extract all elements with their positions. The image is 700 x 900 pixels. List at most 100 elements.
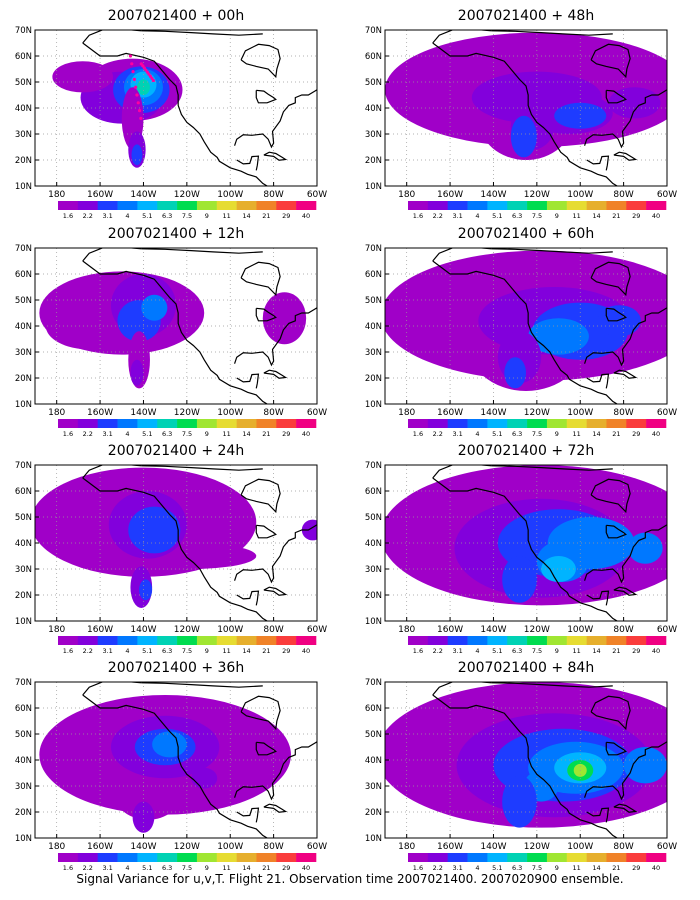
colorbar-label: 3.1 xyxy=(102,212,112,220)
lat-tick-label: 30N xyxy=(365,565,382,575)
colorbar-label: 29 xyxy=(282,430,290,438)
coastline xyxy=(432,694,618,838)
variance-contour xyxy=(608,87,661,119)
coastline xyxy=(255,741,277,756)
lat-tick-label: 40N xyxy=(365,756,382,766)
colorbar-label: 1.6 xyxy=(63,430,73,438)
colorbar-label: 40 xyxy=(302,647,310,655)
lon-tick-label: 120W xyxy=(174,625,200,635)
colorbar-swatch xyxy=(546,853,568,862)
colorbar-swatch xyxy=(97,201,118,210)
coastline xyxy=(613,369,638,379)
colorbar-swatch xyxy=(447,853,468,862)
colorbar-label: 1.6 xyxy=(63,647,73,655)
lat-tick-label: 30N xyxy=(365,348,382,358)
lon-tick-label: 120W xyxy=(174,190,200,200)
lat-tick-label: 20N xyxy=(15,591,32,601)
colorbar-swatch xyxy=(507,419,528,428)
colorbar-swatch xyxy=(216,853,237,862)
panel-title: 2007021400 + 60h xyxy=(458,226,594,242)
colorbar-label: 40 xyxy=(652,864,660,872)
lat-tick-label: 40N xyxy=(15,539,32,549)
lon-tick-label: 140W xyxy=(130,842,156,852)
lat-tick-label: 50N xyxy=(365,296,382,306)
colorbar-label: 2.2 xyxy=(83,430,93,438)
colorbar-swatch xyxy=(507,853,528,862)
dropsonde-point xyxy=(135,93,139,97)
colorbar-label: 6.3 xyxy=(512,212,522,220)
lat-tick-label: 30N xyxy=(15,348,32,358)
coastline xyxy=(491,248,613,254)
colorbar-swatch xyxy=(527,201,548,210)
lat-tick-label: 20N xyxy=(15,156,32,166)
colorbar-label: 21 xyxy=(612,430,620,438)
variance-field xyxy=(385,30,667,186)
map-panel: 2007021400 + 00h 10N 20N 30N 40N 50N 60N 70N 180… xyxy=(15,8,327,220)
lat-tick-label: 20N xyxy=(365,808,382,818)
colorbar-swatch xyxy=(97,636,118,645)
colorbar-swatch xyxy=(427,419,448,428)
panel-title: 2007021400 + 12h xyxy=(108,226,244,242)
coastline xyxy=(240,695,281,731)
colorbar-swatch xyxy=(527,419,548,428)
lat-tick-label: 40N xyxy=(365,104,382,114)
colorbar-label: 1.6 xyxy=(413,430,423,438)
colorbar-label: 7.5 xyxy=(532,430,542,438)
lat-tick-label: 30N xyxy=(15,130,32,140)
colorbar-swatch xyxy=(58,201,79,210)
coastline xyxy=(584,307,667,367)
coastline xyxy=(586,590,610,606)
lat-tick-label: 10N xyxy=(15,182,32,192)
lat-tick-label: 30N xyxy=(15,782,32,792)
colorbar-label: 9 xyxy=(555,212,559,220)
colorbar-swatch xyxy=(58,636,79,645)
colorbar-label: 3.1 xyxy=(452,212,462,220)
colorbar-label: 5.1 xyxy=(492,647,502,655)
coastline xyxy=(491,30,613,36)
variance-contour xyxy=(541,556,576,582)
map-panel: 2007021400 + 84h 10N 20N 30N 40N 50N 60N 70N 180… xyxy=(365,660,677,872)
colorbar-swatch xyxy=(177,201,198,210)
lat-tick-label: 30N xyxy=(365,130,382,140)
lon-tick-label: 100W xyxy=(567,408,593,418)
panel-title: 2007021400 + 24h xyxy=(108,443,244,459)
coastline xyxy=(255,89,277,104)
map-frame xyxy=(34,29,318,187)
colorbar-swatch xyxy=(606,419,627,428)
colorbar-swatch xyxy=(408,419,429,428)
lat-tick-label: 70N xyxy=(365,678,382,688)
colorbar-swatch xyxy=(196,853,218,862)
lat-tick-label: 40N xyxy=(365,322,382,332)
lat-tick-label: 60N xyxy=(15,52,32,62)
colorbar-swatch xyxy=(646,201,667,210)
colorbar-label: 9 xyxy=(205,212,209,220)
colorbar-swatch xyxy=(586,201,607,210)
map-panel: 2007021400 + 12h 10N 20N 30N 40N 50N 60N 70N 180… xyxy=(15,226,327,438)
colorbar-label: 3.1 xyxy=(102,647,112,655)
lon-tick-label: 60W xyxy=(307,408,327,418)
colorbar-swatch xyxy=(646,636,667,645)
coastline xyxy=(613,151,638,161)
dropsonde-point xyxy=(130,62,134,66)
coastline xyxy=(234,89,317,149)
variance-contour xyxy=(502,775,537,828)
colorbar-swatch xyxy=(606,201,627,210)
colorbar-swatch xyxy=(296,853,317,862)
colorbar-swatch xyxy=(117,201,138,210)
colorbar-label: 29 xyxy=(282,647,290,655)
colorbar-label: 4 xyxy=(125,864,129,872)
colorbar-label: 4 xyxy=(475,864,479,872)
colorbar-swatch xyxy=(467,419,488,428)
lon-tick-label: 80W xyxy=(263,190,283,200)
variance-contour xyxy=(597,305,641,337)
colorbar-swatch xyxy=(566,419,587,428)
colorbar-swatch xyxy=(507,636,528,645)
variance-contour xyxy=(262,292,307,345)
colorbar-label: 29 xyxy=(632,864,640,872)
colorbar-swatch xyxy=(546,419,568,428)
colorbar-swatch xyxy=(646,853,667,862)
colorbar-swatch xyxy=(276,853,297,862)
colorbar-label: 6.3 xyxy=(162,430,172,438)
coastline xyxy=(590,43,631,79)
lon-tick-label: 100W xyxy=(567,190,593,200)
